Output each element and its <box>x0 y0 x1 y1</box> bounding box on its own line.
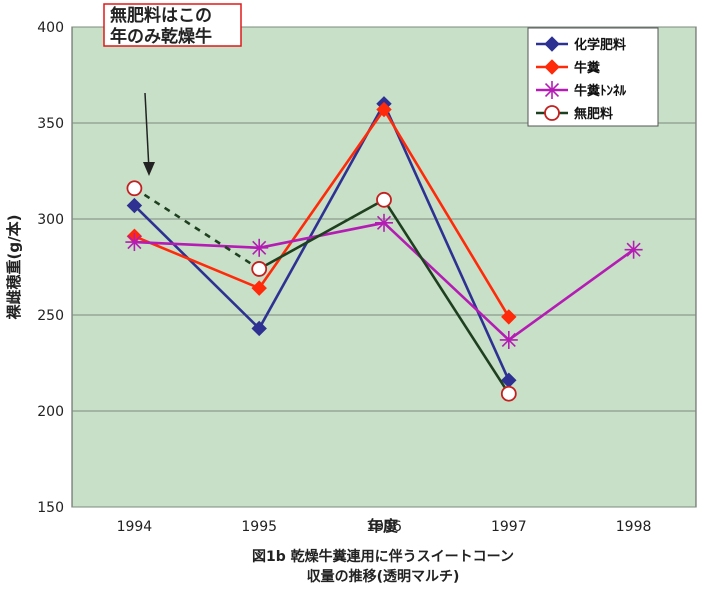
caption-line-1: 図1b 乾燥牛糞連用に伴うスイートコーン <box>252 548 514 565</box>
y-tick-label: 250 <box>37 308 64 324</box>
y-axis-ticks: 150 200 250 300 350 400 <box>37 20 64 516</box>
y-tick-label: 200 <box>37 404 64 420</box>
data-point <box>624 240 643 259</box>
data-point <box>543 81 561 99</box>
series-segment <box>133 204 261 330</box>
x-tick-label: 1994 <box>117 519 153 535</box>
series-segment <box>382 199 510 395</box>
series-segment <box>134 240 260 250</box>
annotation-arrow <box>144 92 150 171</box>
data-point <box>544 36 560 52</box>
series-segment <box>508 248 635 342</box>
series-segment <box>258 198 385 271</box>
data-point <box>375 213 393 232</box>
data-point <box>126 180 143 197</box>
data-point <box>501 309 517 325</box>
series-無肥料 <box>126 180 517 402</box>
x-tick-label: 1995 <box>241 519 277 535</box>
series-segment <box>133 187 260 271</box>
data-point <box>251 320 267 337</box>
annotation-line-1: 無肥料はこの <box>110 5 212 26</box>
data-point <box>250 238 269 257</box>
y-tick-label: 300 <box>37 212 64 228</box>
caption-line-2: 収量の推移(透明マルチ) <box>307 568 460 585</box>
annotation-line-2: 年のみ乾燥牛 <box>110 26 212 47</box>
series-lines <box>125 96 643 402</box>
legend-label: 化学肥料 <box>574 37 626 53</box>
gridlines <box>72 26 696 508</box>
legend-label: 牛糞ﾄﾝﾈﾙ <box>574 83 627 99</box>
legend-item: 牛糞ﾄﾝﾈﾙ <box>536 81 627 99</box>
data-point <box>376 101 392 118</box>
data-point <box>125 233 144 252</box>
series-segment <box>382 108 510 318</box>
x-tick-label: 1998 <box>616 519 652 535</box>
y-tick-label: 350 <box>37 116 64 132</box>
data-point <box>499 330 518 349</box>
data-point <box>544 59 560 75</box>
data-point <box>251 261 268 277</box>
series-segment <box>383 221 510 341</box>
x-axis-ticks: 1994 1995 1996 1997 1998 <box>117 519 652 535</box>
x-tick-label: 1996 <box>366 519 402 535</box>
x-tick-label: 1997 <box>491 519 527 535</box>
legend-item: 無肥料 <box>536 105 613 122</box>
data-point <box>376 191 392 208</box>
annotation-arrowhead <box>143 162 155 176</box>
data-point <box>251 280 267 296</box>
y-axis-title: 裸雌穂重(g/本) <box>5 215 23 320</box>
annotation: 無肥料はこの 年のみ乾燥牛 <box>103 3 242 176</box>
y-tick-label: 150 <box>37 500 64 516</box>
annotation-box <box>103 3 242 47</box>
legend-label: 牛糞 <box>574 60 601 76</box>
legend-item: 牛糞 <box>536 59 601 76</box>
legend-label: 無肥料 <box>574 106 613 122</box>
legend-item: 化学肥料 <box>536 36 626 53</box>
x-axis-title: 年度 <box>368 517 399 535</box>
series-segment <box>133 235 260 290</box>
data-point <box>126 197 143 214</box>
y-tick-label: 400 <box>37 20 64 36</box>
data-point <box>500 385 517 402</box>
series-segment <box>382 103 510 381</box>
data-point <box>544 105 560 121</box>
